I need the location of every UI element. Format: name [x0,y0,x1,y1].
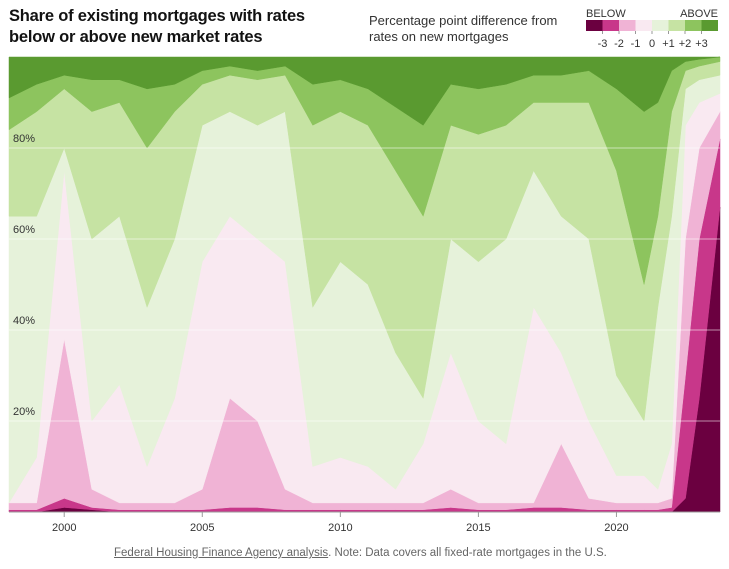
legend-swatch [586,20,603,31]
legend-above-label: ABOVE [680,8,718,20]
legend-swatch [602,20,619,31]
legend-swatch [619,20,636,31]
source-link[interactable]: Federal Housing Finance Agency analysis [114,547,329,559]
legend-tick-label: +2 [679,38,692,50]
y-tick-label: 40% [13,315,35,327]
legend-tick-label: -1 [631,38,641,50]
legend-tick-label: +3 [695,38,708,50]
note: . Note: Data covers all fixed-rate mortg… [328,547,607,559]
legend-swatch [668,20,685,31]
chart-title: Share of existing mortgages with rates b… [9,7,305,46]
legend-swatch [652,20,669,31]
y-tick-label: 60% [13,224,35,236]
legend-tick-label: +1 [662,38,675,50]
x-tick-label: 2015 [466,522,490,534]
x-tick-label: 2005 [190,522,214,534]
y-tick-label: 20% [13,406,35,418]
legend-swatch [701,20,718,31]
x-tick-label: 2000 [52,522,76,534]
legend-swatch [635,20,652,31]
y-tick-label: 80% [13,133,35,145]
area [8,56,721,126]
x-tick-label: 2010 [328,522,352,534]
legend-below-label: BELOW [586,8,626,20]
legend-swatch [685,20,702,31]
x-tick-label: 2020 [604,522,628,534]
legend-tick-label: -2 [614,38,624,50]
chart-subtitle: Percentage point difference from rates o… [369,13,558,44]
footer: Federal Housing Finance Agency analysis.… [114,547,607,559]
legend-tick-label: 0 [649,38,655,50]
legend-tick-label: -3 [598,38,608,50]
